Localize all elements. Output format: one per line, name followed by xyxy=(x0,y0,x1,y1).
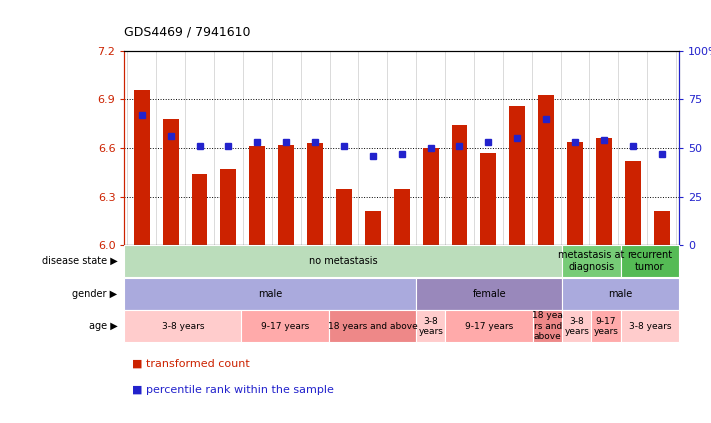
Text: age ▶: age ▶ xyxy=(89,321,117,331)
Bar xyxy=(653,212,670,245)
Text: female: female xyxy=(473,289,506,299)
Bar xyxy=(451,125,467,245)
Text: 9-17 years: 9-17 years xyxy=(465,322,513,331)
Text: gender ▶: gender ▶ xyxy=(73,289,117,299)
Bar xyxy=(394,189,410,245)
Text: 3-8 years: 3-8 years xyxy=(629,322,671,331)
Text: GDS4469 / 7941610: GDS4469 / 7941610 xyxy=(124,25,251,38)
Bar xyxy=(481,153,496,245)
Bar xyxy=(241,310,328,342)
Bar xyxy=(417,278,562,310)
Text: male: male xyxy=(258,289,282,299)
Text: no metastasis: no metastasis xyxy=(309,256,378,266)
Text: recurrent
tumor: recurrent tumor xyxy=(627,250,673,272)
Bar xyxy=(365,212,381,245)
Bar xyxy=(538,95,554,245)
Bar xyxy=(417,310,446,342)
Bar xyxy=(191,174,208,245)
Bar xyxy=(596,138,612,245)
Bar xyxy=(592,310,621,342)
Bar xyxy=(567,142,583,245)
Bar xyxy=(625,161,641,245)
Bar xyxy=(562,245,621,277)
Bar xyxy=(336,189,352,245)
Text: 18 yea
rs and
above: 18 yea rs and above xyxy=(533,311,563,341)
Text: 3-8
years: 3-8 years xyxy=(419,317,444,336)
Bar xyxy=(446,310,533,342)
Bar xyxy=(621,245,679,277)
Text: 18 years and above: 18 years and above xyxy=(328,322,417,331)
Bar xyxy=(328,310,417,342)
Bar xyxy=(621,310,679,342)
Text: 3-8 years: 3-8 years xyxy=(161,322,204,331)
Text: ■ transformed count: ■ transformed count xyxy=(132,359,250,369)
Text: 9-17 years: 9-17 years xyxy=(261,322,309,331)
Text: metastasis at
diagnosis: metastasis at diagnosis xyxy=(558,250,625,272)
Bar xyxy=(124,310,241,342)
Bar xyxy=(307,143,323,245)
Text: male: male xyxy=(609,289,633,299)
Text: disease state ▶: disease state ▶ xyxy=(41,256,117,266)
Bar xyxy=(124,278,417,310)
Bar xyxy=(278,145,294,245)
Text: ■ percentile rank within the sample: ■ percentile rank within the sample xyxy=(132,385,333,395)
Bar xyxy=(134,90,150,245)
Bar xyxy=(163,119,178,245)
Text: 3-8
years: 3-8 years xyxy=(565,317,589,336)
Bar xyxy=(562,278,679,310)
Text: 9-17
years: 9-17 years xyxy=(594,317,619,336)
Bar xyxy=(422,148,439,245)
Bar xyxy=(562,310,592,342)
Bar xyxy=(509,106,525,245)
Bar xyxy=(250,146,265,245)
Bar xyxy=(533,310,562,342)
Bar xyxy=(220,169,236,245)
Bar xyxy=(124,245,562,277)
